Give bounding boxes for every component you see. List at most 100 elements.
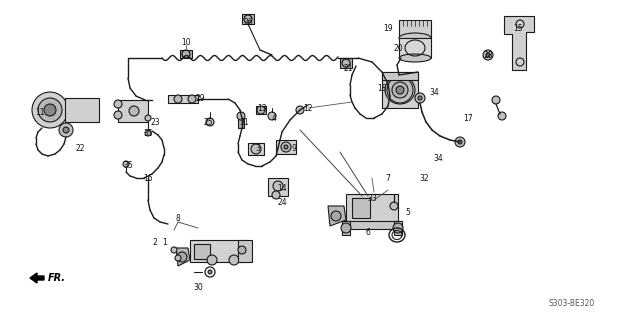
Circle shape bbox=[32, 92, 68, 128]
Bar bbox=[394, 221, 402, 235]
Circle shape bbox=[63, 127, 69, 133]
Text: 17: 17 bbox=[463, 114, 473, 123]
Bar bbox=[190, 240, 246, 262]
Circle shape bbox=[415, 93, 425, 103]
Bar bbox=[399, 20, 431, 38]
Text: 5: 5 bbox=[406, 207, 411, 217]
Bar bbox=[248, 143, 264, 155]
Bar bbox=[344, 221, 400, 229]
Bar bbox=[346, 194, 398, 222]
Bar bbox=[65, 98, 99, 122]
Circle shape bbox=[145, 115, 151, 121]
Text: 4: 4 bbox=[272, 114, 277, 123]
Circle shape bbox=[207, 255, 217, 265]
Circle shape bbox=[206, 118, 214, 126]
Text: 24: 24 bbox=[277, 197, 287, 206]
Circle shape bbox=[123, 161, 129, 167]
Circle shape bbox=[498, 112, 506, 120]
Text: 26: 26 bbox=[243, 18, 253, 27]
Circle shape bbox=[188, 95, 196, 103]
Circle shape bbox=[387, 77, 413, 103]
Circle shape bbox=[281, 142, 291, 152]
Text: 35: 35 bbox=[143, 129, 153, 138]
Circle shape bbox=[59, 123, 73, 137]
Circle shape bbox=[458, 140, 462, 144]
FancyArrow shape bbox=[30, 273, 44, 283]
Bar bbox=[340, 58, 352, 68]
Circle shape bbox=[284, 145, 288, 149]
Bar bbox=[256, 106, 266, 114]
Text: 28: 28 bbox=[483, 51, 493, 60]
Circle shape bbox=[145, 130, 151, 136]
Circle shape bbox=[114, 111, 122, 119]
Text: 34: 34 bbox=[429, 87, 439, 97]
Text: 22: 22 bbox=[75, 143, 85, 153]
Bar bbox=[352, 198, 370, 218]
Circle shape bbox=[208, 270, 212, 274]
Circle shape bbox=[177, 252, 187, 262]
Circle shape bbox=[296, 106, 304, 114]
Circle shape bbox=[129, 106, 139, 116]
Circle shape bbox=[396, 86, 404, 94]
Text: 20: 20 bbox=[393, 44, 403, 52]
Circle shape bbox=[492, 96, 500, 104]
Text: 10: 10 bbox=[181, 37, 191, 46]
Bar bbox=[382, 72, 418, 108]
Text: 9: 9 bbox=[292, 143, 297, 153]
Circle shape bbox=[331, 211, 341, 221]
Ellipse shape bbox=[399, 54, 431, 62]
Text: 33: 33 bbox=[367, 194, 377, 203]
Bar bbox=[382, 72, 418, 80]
Circle shape bbox=[174, 95, 182, 103]
Circle shape bbox=[273, 181, 283, 191]
Bar bbox=[238, 240, 252, 262]
Circle shape bbox=[257, 106, 265, 114]
Text: 1: 1 bbox=[163, 237, 168, 246]
Circle shape bbox=[268, 112, 276, 120]
Circle shape bbox=[251, 144, 261, 154]
Circle shape bbox=[272, 191, 280, 199]
Circle shape bbox=[44, 104, 56, 116]
Text: 31: 31 bbox=[239, 117, 249, 126]
Text: 15: 15 bbox=[513, 23, 523, 33]
Text: 7: 7 bbox=[386, 173, 391, 182]
Polygon shape bbox=[176, 248, 190, 266]
Circle shape bbox=[237, 112, 245, 120]
Text: 12: 12 bbox=[303, 103, 313, 113]
Text: 16: 16 bbox=[143, 173, 153, 182]
Text: 3: 3 bbox=[255, 143, 260, 153]
Text: S303-BE320: S303-BE320 bbox=[549, 299, 595, 308]
Text: 2: 2 bbox=[153, 237, 158, 246]
Circle shape bbox=[418, 96, 422, 100]
Circle shape bbox=[341, 223, 351, 233]
Circle shape bbox=[175, 255, 181, 261]
Bar bbox=[342, 221, 350, 235]
Circle shape bbox=[483, 50, 493, 60]
Ellipse shape bbox=[399, 33, 431, 43]
Text: 29: 29 bbox=[195, 93, 205, 102]
Circle shape bbox=[238, 246, 246, 254]
Circle shape bbox=[171, 247, 177, 253]
Circle shape bbox=[38, 98, 62, 122]
Text: 23: 23 bbox=[150, 117, 160, 126]
Text: 32: 32 bbox=[419, 173, 429, 182]
Bar bbox=[168, 95, 198, 103]
Bar bbox=[276, 140, 296, 154]
Bar bbox=[180, 50, 192, 58]
Circle shape bbox=[455, 137, 465, 147]
Circle shape bbox=[114, 100, 122, 108]
Text: 21: 21 bbox=[343, 63, 353, 73]
Circle shape bbox=[229, 255, 239, 265]
Circle shape bbox=[486, 53, 490, 57]
Text: 35: 35 bbox=[123, 161, 133, 170]
Text: FR.: FR. bbox=[48, 273, 66, 283]
Bar bbox=[242, 14, 254, 24]
Bar bbox=[238, 118, 244, 128]
Polygon shape bbox=[328, 206, 346, 226]
Text: 13: 13 bbox=[257, 103, 267, 113]
Bar bbox=[118, 100, 148, 122]
Text: 8: 8 bbox=[176, 213, 181, 222]
Bar bbox=[399, 38, 431, 58]
Text: 6: 6 bbox=[366, 228, 371, 236]
Text: 11: 11 bbox=[36, 108, 45, 116]
